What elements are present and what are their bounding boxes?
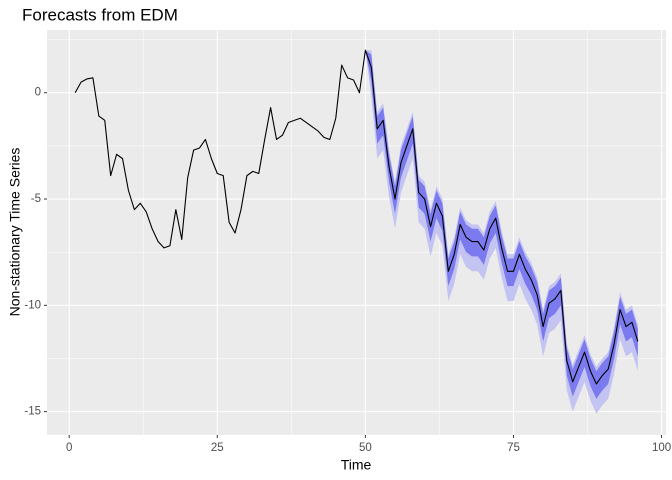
y-tick-label: -10 — [24, 299, 41, 311]
panel — [47, 30, 666, 435]
prediction-interval — [365, 50, 638, 414]
x-tick-label: 50 — [359, 442, 372, 454]
y-tick-label: 0 — [35, 87, 41, 99]
x-tick-label: 25 — [211, 442, 224, 454]
series-line — [74, 49, 639, 385]
x-tick-label: 100 — [652, 442, 671, 454]
y-tick-label: -5 — [31, 193, 41, 205]
prediction-interval — [365, 50, 638, 399]
y-axis-label: Non-stationary Time Series — [7, 148, 23, 317]
y-tick-label: -15 — [24, 406, 41, 418]
x-tick-label: 75 — [507, 442, 520, 454]
chart-title: Forecasts from EDM — [22, 5, 178, 24]
x-tick-label: 0 — [66, 442, 72, 454]
x-axis-label: Time — [341, 457, 372, 473]
